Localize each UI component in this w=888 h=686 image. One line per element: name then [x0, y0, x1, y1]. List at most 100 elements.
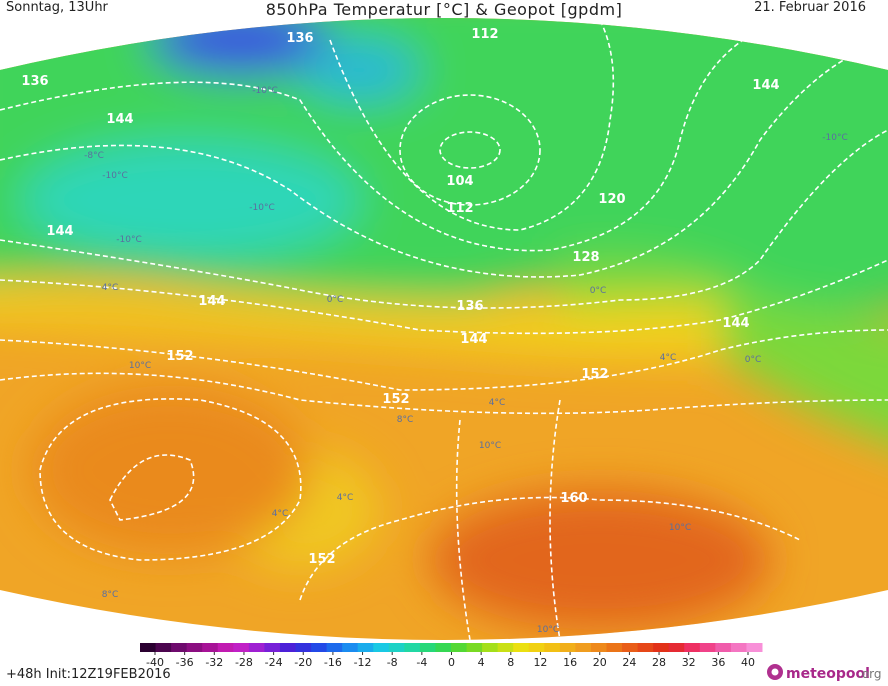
colorbar-tick-label: 36 — [711, 656, 725, 669]
colorbar-tick-label: 0 — [448, 656, 455, 669]
logo-name: meteopool — [786, 666, 870, 682]
colorbar-cell — [715, 643, 732, 652]
colorbar-cell — [653, 643, 670, 652]
temperature-label: -10°C — [249, 203, 274, 213]
header-left: Sonntag, 13Uhr — [6, 0, 109, 15]
colorbar-tick-label: 20 — [593, 656, 607, 669]
colorbar-tick-label: 40 — [741, 656, 755, 669]
geopotential-label: 136 — [21, 74, 48, 89]
colorbar-cell — [606, 643, 623, 652]
colorbar-cell — [279, 643, 296, 652]
temperature-label: 4°C — [660, 353, 677, 363]
temperature-label: 8°C — [102, 590, 119, 600]
temperature-label: 8°C — [397, 415, 414, 425]
colorbar-tick-label: 28 — [652, 656, 666, 669]
temperature-label: 10°C — [129, 361, 151, 371]
geopotential-label: 144 — [46, 224, 73, 239]
temperature-label: -10°C — [252, 86, 277, 96]
colorbar-cell — [684, 643, 701, 652]
colorbar-cell — [202, 643, 219, 652]
colorbar-cell — [326, 643, 343, 652]
colorbar-cell — [699, 643, 716, 652]
colorbar-tick-label: -12 — [354, 656, 372, 669]
temperature-label: -10°C — [822, 133, 847, 143]
colorbar-tick-label: -36 — [176, 656, 194, 669]
temperature-label: 0°C — [590, 286, 607, 296]
colorbar-tick-label: -16 — [324, 656, 342, 669]
colorbar-cell — [357, 643, 374, 652]
colorbar-cell — [513, 643, 530, 652]
colorbar-cell — [435, 643, 452, 652]
colorbar-cell — [466, 643, 483, 652]
geopotential-label: 144 — [722, 316, 749, 331]
geopotential-label: 128 — [572, 250, 599, 265]
header-date: 21. Februar 2016 — [754, 0, 866, 15]
geopotential-label: 152 — [382, 392, 409, 407]
colorbar-cell — [295, 643, 312, 652]
colorbar-cell — [528, 643, 545, 652]
colorbar: -40 -36 -32 -28 -24 -20 -16 -12 -8 -4 0 4 8 12 16 20 24 2… — [140, 643, 763, 669]
colorbar-cell — [186, 643, 203, 652]
temperature-label: -10°C — [116, 235, 141, 245]
colorbar-cell — [388, 643, 405, 652]
geopotential-label: 136 — [286, 31, 313, 46]
colorbar-cell — [155, 643, 172, 652]
temperature-label: 4°C — [102, 283, 119, 293]
colorbar-cell — [668, 643, 685, 652]
geopotential-label: 112 — [471, 27, 498, 42]
colorbar-tick-label: -20 — [294, 656, 312, 669]
colorbar-tick-label: 32 — [682, 656, 696, 669]
colorbar-tick-label: -40 — [146, 656, 164, 669]
colorbar-tick-label: -24 — [265, 656, 283, 669]
colorbar-cell — [637, 643, 654, 652]
colorbar-tick-label: -4 — [416, 656, 427, 669]
map-title: 850hPa Temperatur [°C] & Geopot [gpdm] — [266, 0, 623, 19]
colorbar-cell — [559, 643, 576, 652]
geopotential-label: 120 — [598, 192, 625, 207]
run-info: +48h Init:12Z19FEB2016 — [6, 667, 171, 682]
colorbar-tick-label: 16 — [563, 656, 577, 669]
colorbar-tick-label: -28 — [235, 656, 253, 669]
colorbar-cell — [140, 643, 157, 652]
geopotential-label: 152 — [166, 349, 193, 364]
colorbar-cell — [373, 643, 390, 652]
geopotential-contours — [0, 19, 888, 640]
colorbar-cell — [590, 643, 607, 652]
geopotential-label: 144 — [106, 112, 133, 127]
colorbar-cell — [217, 643, 234, 652]
colorbar-tick-label: 12 — [533, 656, 547, 669]
temperature-label: 10°C — [537, 625, 559, 635]
geopotential-label: 144 — [198, 294, 225, 309]
geopotential-label: 112 — [446, 201, 473, 216]
colorbar-cell — [497, 643, 514, 652]
geopotential-label: 152 — [308, 552, 335, 567]
geopotential-label: 136 — [456, 299, 483, 314]
geopotential-label: 104 — [446, 174, 473, 189]
logo: meteopool .org — [767, 664, 882, 682]
colorbar-tick-label: 8 — [507, 656, 514, 669]
colorbar-tick-label: 4 — [478, 656, 485, 669]
colorbar-cell — [746, 643, 763, 652]
temperature-label: 10°C — [479, 441, 501, 451]
colorbar-cell — [544, 643, 561, 652]
colorbar-cell — [404, 643, 421, 652]
geopotential-label: 144 — [752, 78, 779, 93]
temperature-label: -10°C — [102, 171, 127, 181]
colorbar-cell — [419, 643, 436, 652]
geopotential-label: 152 — [581, 367, 608, 382]
colorbar-cell — [482, 643, 499, 652]
colorbar-tick-label: -8 — [387, 656, 398, 669]
colorbar-cell — [342, 643, 359, 652]
colorbar-cell — [575, 643, 592, 652]
temperature-label: 0°C — [327, 295, 344, 305]
temperature-label: 0°C — [745, 355, 762, 365]
colorbar-cell — [451, 643, 468, 652]
geopotential-label: 160 — [560, 491, 587, 506]
temperature-label: 10°C — [669, 523, 691, 533]
colorbar-cell — [171, 643, 188, 652]
colorbar-cell — [233, 643, 250, 652]
colorbar-cell — [248, 643, 265, 652]
colorbar-cell — [730, 643, 747, 652]
